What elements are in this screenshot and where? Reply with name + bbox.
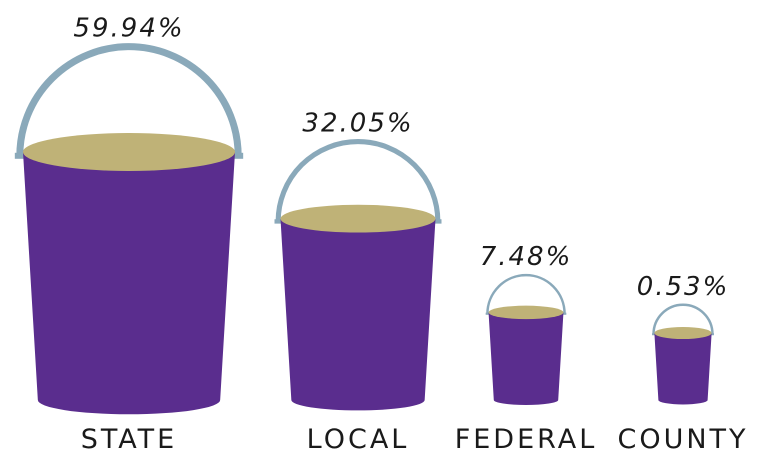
bucket-handle xyxy=(486,273,566,314)
value-label: 0.53% xyxy=(637,272,730,302)
category-label: FEDERAL xyxy=(455,424,598,453)
category-label: COUNTY xyxy=(617,424,748,453)
bucket-group: 59.94% STATE 32.05% LOCAL 7.48% FEDERAL 0.53% C… xyxy=(14,14,748,453)
bucket-lug-left xyxy=(274,219,282,224)
bucket-lug-left xyxy=(14,152,25,159)
bucket-rim xyxy=(280,204,436,233)
bucket-lug-right xyxy=(434,219,442,224)
category-label: LOCAL xyxy=(307,424,410,453)
bucket-state xyxy=(14,43,244,415)
bucket-local xyxy=(274,139,442,411)
bucket-rim xyxy=(23,133,235,171)
bucket-lug-left xyxy=(652,333,656,336)
bucket-body xyxy=(488,312,564,406)
category-label: STATE xyxy=(81,424,177,453)
bucket-body xyxy=(654,333,712,405)
bucket-rim xyxy=(654,327,712,340)
bucket-lug-right xyxy=(562,312,567,315)
value-label: 32.05% xyxy=(302,109,413,139)
bucket-handle xyxy=(16,43,242,156)
value-label: 59.94% xyxy=(73,14,184,44)
bucket-handle xyxy=(275,139,441,222)
bucket-handle xyxy=(652,303,714,335)
bucket-federal xyxy=(485,273,567,406)
value-label: 7.48% xyxy=(480,242,573,272)
bucket-county xyxy=(652,303,714,405)
bucket-body xyxy=(280,218,436,411)
bucket-lug-left xyxy=(485,312,490,315)
bucket-lug-right xyxy=(233,152,244,159)
bucket-rim xyxy=(488,305,564,320)
bucket-lug-right xyxy=(710,333,714,336)
bucket-body xyxy=(23,152,235,415)
